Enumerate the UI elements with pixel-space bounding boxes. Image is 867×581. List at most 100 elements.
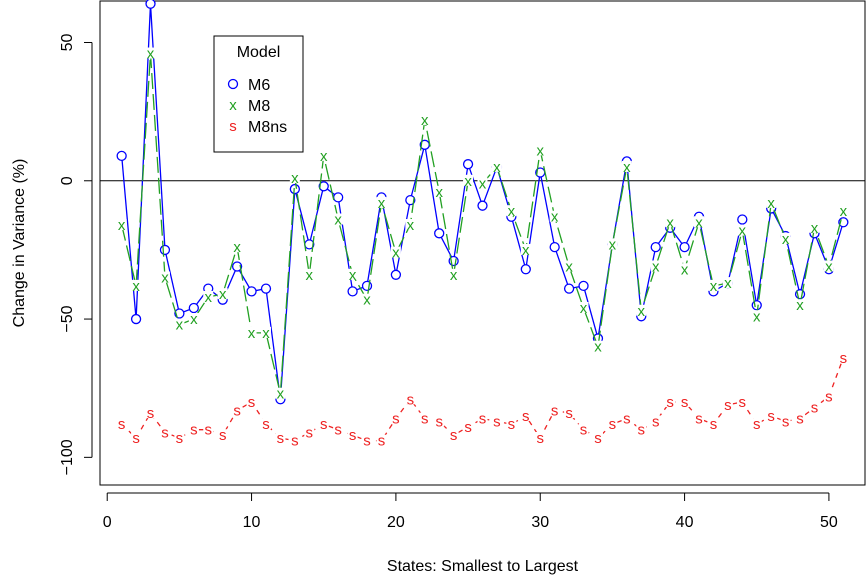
- data-point-m8ns: s: [536, 430, 544, 447]
- marker-background: [708, 279, 719, 291]
- data-point-m6: [405, 194, 416, 206]
- marker-background: [390, 412, 401, 424]
- data-point-m8ns: s: [479, 411, 487, 428]
- data-point-m6: [477, 200, 488, 211]
- data-point-m8ns: s: [190, 422, 198, 439]
- data-point-m8ns: s: [349, 427, 357, 444]
- data-point-m8: x: [378, 195, 386, 212]
- data-point-m8: x: [565, 259, 573, 276]
- data-point-m8ns: s: [739, 394, 747, 411]
- marker-background: [564, 407, 575, 419]
- marker-background: [448, 268, 459, 280]
- data-point-m6: [188, 302, 199, 314]
- data-point-m8: x: [161, 270, 169, 287]
- marker-background: [289, 434, 300, 446]
- marker-background: [419, 412, 430, 424]
- marker-background: [795, 412, 806, 424]
- marker-background: [751, 310, 762, 322]
- x-tick-label: 0: [103, 514, 112, 531]
- x-tick-label: 50: [820, 514, 838, 531]
- data-point-m6: [737, 214, 748, 225]
- marker-background: [246, 326, 257, 338]
- marker-background: [434, 185, 445, 197]
- marker-background: [838, 205, 849, 217]
- marker-background: [477, 412, 488, 424]
- data-point-m8ns: s: [580, 422, 588, 439]
- data-point-m8ns: s: [666, 394, 674, 411]
- marker-background: [405, 393, 416, 405]
- y-tick-label: −100: [59, 439, 76, 475]
- marker-background: [535, 431, 546, 443]
- data-point-m8: x: [147, 46, 155, 63]
- data-point-m8: x: [594, 339, 602, 356]
- marker-background: [159, 426, 170, 438]
- data-point-m8ns: s: [811, 400, 819, 417]
- marker-background: [289, 172, 300, 184]
- data-point-m8: x: [695, 214, 703, 231]
- marker-background: [549, 210, 560, 222]
- data-point-m8: x: [796, 297, 804, 314]
- marker-background: [477, 177, 488, 189]
- data-point-m8: x: [277, 386, 285, 403]
- data-point-m8ns: s: [205, 422, 213, 439]
- x-axis: 0 10 20 30 40 50: [103, 492, 838, 531]
- data-point-m8ns: s: [782, 413, 790, 430]
- data-point-m6: [520, 264, 531, 275]
- data-point-m8: x: [233, 239, 241, 256]
- y-tick-label: 0: [59, 176, 76, 185]
- x-axis-title: States: Smallest to Largest: [387, 558, 579, 575]
- y-tick-label: −50: [59, 305, 76, 332]
- data-point-m8: x: [176, 317, 184, 334]
- marker-background: [592, 340, 603, 352]
- data-point-m8: x: [739, 223, 747, 240]
- data-point-m8: x: [638, 303, 646, 320]
- marker-background: [333, 213, 344, 225]
- data-point-m8ns: s: [435, 413, 443, 430]
- data-point-m8ns: s: [710, 416, 718, 433]
- data-point-m8ns: s: [233, 402, 241, 419]
- data-point-m8: x: [392, 245, 400, 262]
- y-axis-title: Change in Variance (%): [11, 159, 28, 328]
- data-point-m8ns: s: [392, 411, 400, 428]
- data-point-m8ns: s: [825, 388, 833, 405]
- marker-background: [362, 293, 373, 305]
- data-point-m8ns: s: [320, 416, 328, 433]
- data-point-m8ns: s: [132, 430, 140, 447]
- data-point-m8: x: [580, 300, 588, 317]
- marker-background: [203, 423, 214, 435]
- data-point-m8: x: [767, 195, 775, 212]
- data-point-m6: [159, 244, 171, 256]
- data-point-m8: x: [306, 267, 314, 284]
- legend-marker-m8: x: [229, 97, 237, 114]
- data-point-m8: x: [190, 311, 198, 328]
- marker-background: [362, 434, 373, 446]
- marker-background: [621, 160, 632, 172]
- data-point-m8ns: s: [464, 419, 472, 436]
- marker-background: [621, 412, 632, 424]
- legend-marker-m6: [227, 78, 239, 90]
- marker-background: [549, 404, 560, 416]
- data-point-m8ns: s: [450, 427, 458, 444]
- data-point-m8: x: [652, 259, 660, 276]
- data-point-m8: x: [479, 176, 487, 193]
- marker-background: [304, 426, 315, 438]
- data-point-m8ns: s: [334, 422, 342, 439]
- data-point-m8ns: s: [508, 416, 516, 433]
- marker-background: [650, 260, 661, 272]
- data-point-m8ns: s: [219, 427, 227, 444]
- data-point-m8: x: [205, 289, 213, 306]
- data-point-m8ns: s: [753, 416, 761, 433]
- marker-background: [636, 304, 647, 316]
- marker-background: [260, 326, 271, 338]
- marker-background: [188, 313, 199, 325]
- data-point-m8: x: [320, 148, 328, 165]
- marker-background: [679, 396, 690, 408]
- data-point-m8ns: s: [291, 433, 299, 450]
- marker-background: [491, 415, 502, 427]
- marker-background: [376, 434, 387, 446]
- data-point-m6: [231, 261, 243, 272]
- data-point-m8ns: s: [493, 413, 501, 430]
- marker-background: [304, 268, 315, 280]
- data-point-m8: x: [666, 214, 674, 231]
